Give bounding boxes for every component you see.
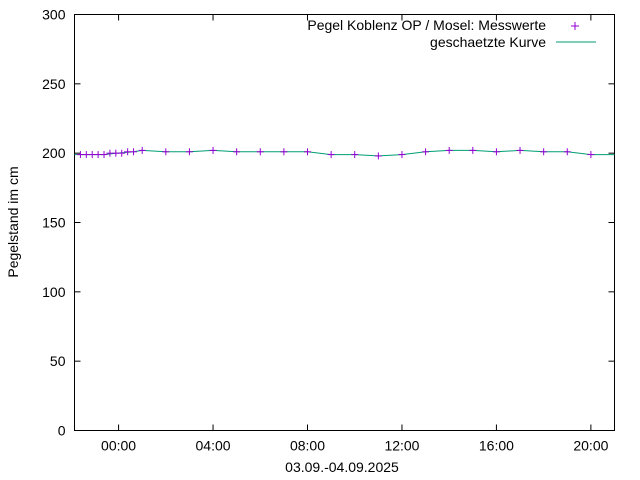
y-tick-label: 200 — [42, 145, 66, 161]
x-tick-label: 16:00 — [479, 438, 514, 454]
y-tick-label: 250 — [42, 76, 66, 92]
legend: Pegel Koblenz OP / Mosel: Messwerte gesc… — [307, 17, 596, 50]
data-point-measurement — [100, 151, 108, 159]
x-axis-ticks: 00:00 04:00 08:00 12:00 16:00 20:00 — [101, 14, 609, 454]
data-point-measurement — [88, 151, 96, 159]
data-point-measurement — [398, 151, 406, 159]
y-axis-label: Pegelstand im cm — [5, 166, 21, 277]
data-point-measurement — [587, 151, 595, 159]
data-point-measurement — [124, 148, 132, 156]
data-point-measurement — [374, 152, 382, 160]
data-point-measurement — [516, 146, 524, 154]
data-point-measurement — [422, 148, 430, 156]
data-point-measurement — [82, 151, 90, 159]
data-point-measurement — [563, 148, 571, 156]
data-point-measurement — [327, 151, 335, 159]
data-point-measurement — [445, 146, 453, 154]
plot-frame — [74, 14, 615, 431]
data-point-measurement — [130, 148, 138, 156]
x-tick-label: 04:00 — [196, 438, 231, 454]
data-point-measurement — [76, 151, 84, 159]
data-point-measurement — [112, 149, 120, 157]
series-layer — [74, 146, 615, 160]
series-line-estimated-curve — [74, 149, 615, 157]
x-tick-label: 08:00 — [290, 438, 325, 454]
y-tick-label: 50 — [50, 353, 66, 369]
data-point-measurement — [256, 148, 264, 156]
x-tick-label: 00:00 — [101, 438, 136, 454]
y-tick-label: 0 — [58, 423, 66, 439]
data-point-measurement — [162, 148, 170, 156]
y-tick-label: 300 — [42, 7, 66, 23]
y-tick-label: 100 — [42, 284, 66, 300]
x-tick-label: 20:00 — [573, 438, 608, 454]
data-point-measurement — [469, 146, 477, 154]
data-point-measurement — [304, 148, 312, 156]
data-point-measurement — [351, 151, 359, 159]
data-point-measurement — [233, 148, 241, 156]
y-axis-ticks: 0 50 100 150 200 250 300 — [42, 7, 615, 439]
data-point-measurement — [280, 148, 288, 156]
legend-label-estimated-curve: geschaetzte Kurve — [430, 34, 546, 50]
data-point-measurement — [209, 146, 217, 154]
legend-marker-measurements — [571, 22, 579, 30]
data-point-measurement — [540, 148, 548, 156]
x-tick-label: 12:00 — [384, 438, 419, 454]
data-point-measurement — [185, 148, 193, 156]
data-point-measurement — [492, 148, 500, 156]
data-point-measurement — [106, 149, 114, 157]
data-point-measurement — [138, 146, 146, 154]
legend-label-measurements: Pegel Koblenz OP / Mosel: Messwerte — [307, 17, 546, 33]
data-point-measurement — [118, 149, 126, 157]
y-tick-label: 150 — [42, 215, 66, 231]
x-axis-label: 03.09.-04.09.2025 — [285, 459, 399, 475]
data-point-measurement — [94, 151, 102, 159]
